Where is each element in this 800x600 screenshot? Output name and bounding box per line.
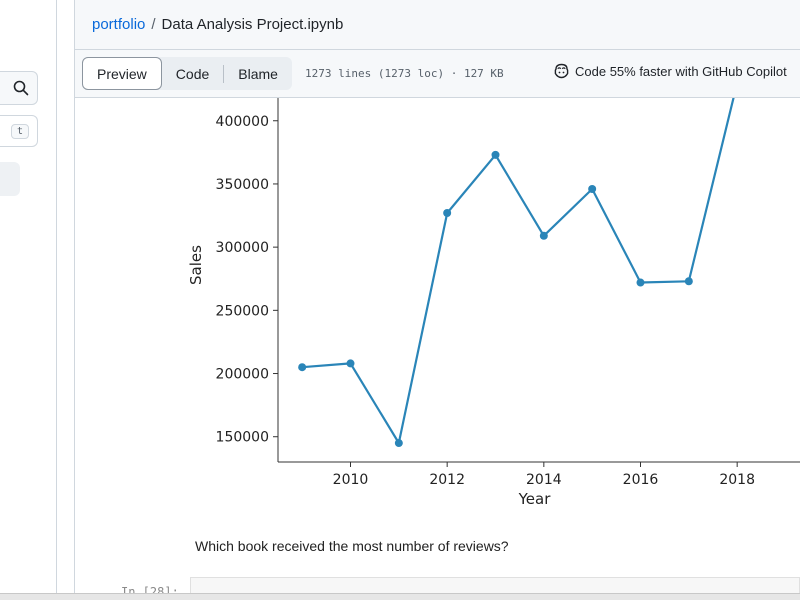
file-tree-sidebar: t (0, 0, 57, 600)
file-meta: 1273 lines (1273 loc) · 127 KB (305, 67, 504, 80)
shortcut-badge: t (10, 123, 29, 139)
data-point (491, 150, 500, 159)
file-toolbar: Preview Code Blame 1273 lines (1273 loc)… (75, 50, 800, 98)
sidebar-divider (57, 0, 75, 600)
copilot-icon (554, 63, 569, 79)
data-point (588, 185, 597, 193)
breadcrumb: portfolio / Data Analysis Project.ipynb (75, 0, 800, 50)
y-tick-label: 200000 (216, 367, 269, 383)
cell-prompt: In [28]: (121, 585, 179, 593)
search-button[interactable] (0, 71, 38, 105)
tab-divider (223, 64, 225, 83)
breadcrumb-separator: / (151, 16, 156, 33)
search-icon (13, 80, 29, 96)
breadcrumb-repo-link[interactable]: portfolio (92, 16, 146, 33)
tab-code[interactable]: Code (175, 65, 210, 82)
selected-file-item[interactable] (0, 162, 20, 196)
y-tick-label: 300000 (216, 240, 269, 256)
tab-blame[interactable]: Blame (238, 65, 278, 82)
copilot-promo-text: Code 55% faster with GitHub Copilot (575, 63, 787, 79)
notebook-preview: 150000 200000 250000 300000 350000 400000 2010… (75, 98, 800, 593)
x-tick-label: 2010 (333, 472, 369, 488)
data-point (443, 209, 452, 218)
sales-line-chart: 150000 200000 250000 300000 350000 400000 2010… (187, 98, 800, 508)
tab-preview[interactable]: Preview (82, 57, 162, 90)
go-to-file-input[interactable]: t (0, 115, 38, 147)
breadcrumb-file-name: Data Analysis Project.ipynb (161, 16, 344, 33)
data-point (298, 363, 307, 372)
x-axis-label: Year (518, 490, 552, 508)
data-point (539, 231, 548, 240)
y-axis-label: Sales (187, 245, 205, 285)
series-line (302, 98, 735, 445)
x-tick-label: 2014 (526, 472, 562, 488)
x-tick-label: 2012 (429, 472, 465, 488)
y-tick-label: 250000 (216, 303, 269, 319)
data-point (346, 359, 355, 368)
code-cell[interactable] (190, 577, 800, 593)
data-point (684, 277, 693, 286)
view-mode-tabs: Preview Code Blame (82, 57, 292, 90)
data-point (394, 439, 403, 448)
markdown-cell-text: Which book received the most number of r… (195, 538, 509, 554)
copilot-promo-link[interactable]: Code 55% faster with GitHub Copilot (553, 63, 787, 79)
data-point (636, 278, 645, 287)
y-tick-label: 400000 (216, 114, 269, 130)
y-tick-label: 350000 (216, 177, 269, 193)
x-tick-label: 2018 (719, 472, 755, 488)
y-tick-label: 150000 (216, 430, 269, 446)
x-tick-label: 2016 (623, 472, 659, 488)
horizontal-scrollbar[interactable] (0, 593, 800, 600)
